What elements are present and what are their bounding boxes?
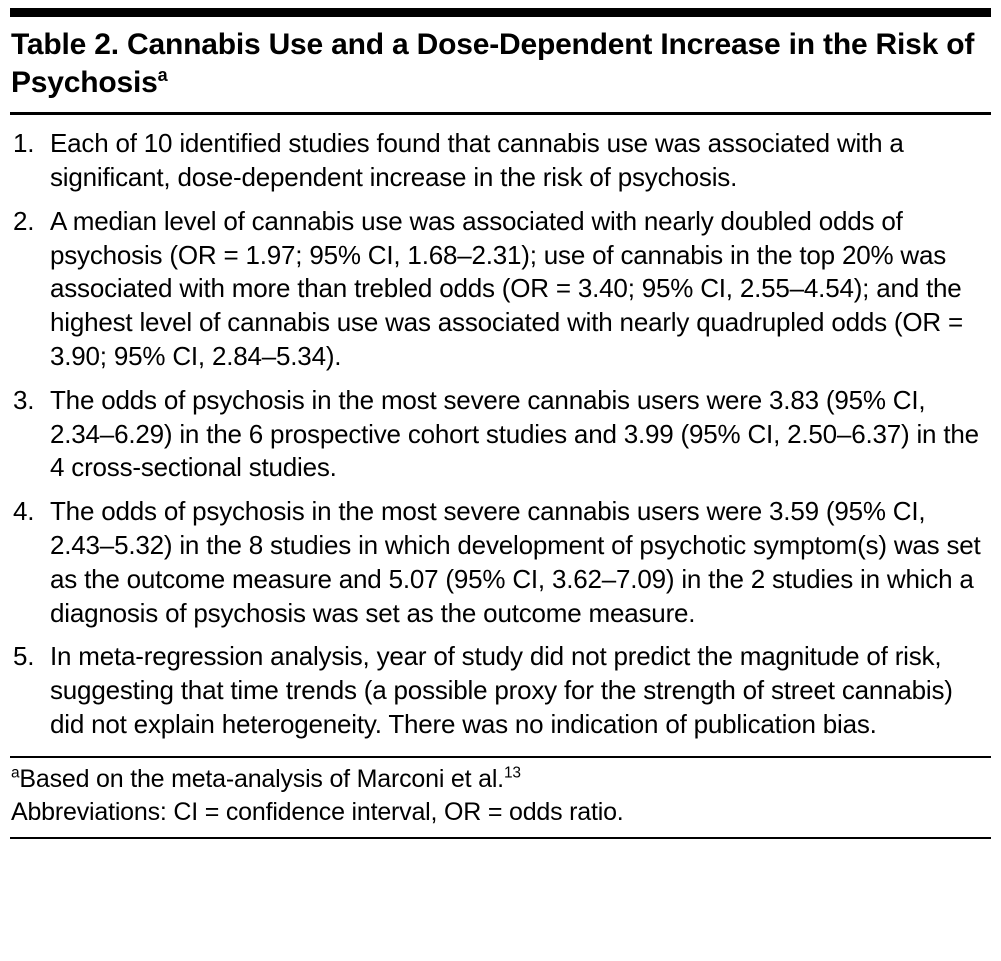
list-item-number: 1. <box>13 128 35 159</box>
findings-list: 1. Each of 10 identified studies found t… <box>10 127 991 742</box>
source-footnote-reference: 13 <box>503 764 521 782</box>
bottom-rule <box>10 836 991 839</box>
table-title: Table 2. Cannabis Use and a Dose-Depende… <box>11 26 991 102</box>
source-footnote-marker: a <box>11 764 20 782</box>
list-item-text: The odds of psychosis in the most severe… <box>50 496 981 628</box>
source-footnote: aBased on the meta-analysis of Marconi e… <box>11 763 991 796</box>
top-heavy-rule <box>10 8 991 17</box>
list-item: 1. Each of 10 identified studies found t… <box>10 127 991 195</box>
list-item: 4. The odds of psychosis in the most sev… <box>10 495 991 630</box>
list-item: 5. In meta-regression analysis, year of … <box>10 640 991 741</box>
list-item: 3. The odds of psychosis in the most sev… <box>10 384 991 485</box>
list-item-text: Each of 10 identified studies found that… <box>50 128 904 192</box>
list-item-number: 2. <box>13 205 35 236</box>
list-item-number: 4. <box>13 496 35 527</box>
source-footnote-text: Based on the meta-analysis of Marconi et… <box>19 764 504 793</box>
table-title-text: Table 2. Cannabis Use and a Dose-Depende… <box>11 28 975 100</box>
list-item-text: In meta-regression analysis, year of stu… <box>50 641 953 739</box>
list-item-number: 3. <box>13 384 35 415</box>
footnote-separator-rule <box>10 755 991 758</box>
footnotes: aBased on the meta-analysis of Marconi e… <box>10 758 991 837</box>
table-title-footnote-marker: a <box>157 65 168 86</box>
list-item-text: The odds of psychosis in the most severe… <box>50 384 979 483</box>
list-item-text: A median level of cannabis use was assoc… <box>50 205 963 371</box>
abbreviations-footnote: Abbreviations: CI = confidence interval,… <box>11 797 624 826</box>
list-item: 2. A median level of cannabis use was as… <box>10 205 991 374</box>
title-separator-rule <box>10 112 991 116</box>
list-item-number: 5. <box>13 641 35 672</box>
